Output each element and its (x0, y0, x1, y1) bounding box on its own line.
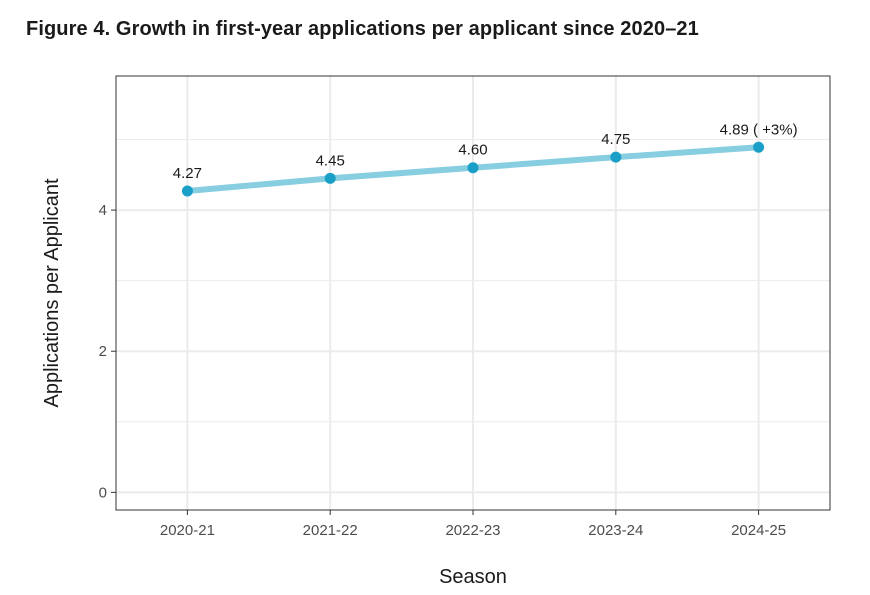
data-point (610, 151, 622, 163)
chart-title: Figure 4. Growth in first-year applicati… (26, 18, 699, 40)
x-tick-label: 2023-24 (588, 522, 643, 539)
data-point (324, 172, 336, 184)
data-point (181, 185, 193, 197)
y-tick-label: 4 (99, 202, 107, 219)
x-tick-label: 2022-23 (445, 522, 500, 539)
x-axis-title: Season (439, 566, 507, 588)
data-label: 4.45 (316, 152, 345, 169)
data-labels: 4.27 4.45 4.60 4.75 4.89 ( +3%) (173, 121, 798, 182)
major-gridlines (116, 76, 830, 510)
y-tick-label: 2 (99, 343, 107, 360)
data-points (181, 141, 765, 197)
data-label: 4.27 (173, 165, 202, 182)
x-axis: 2020-21 2021-22 2022-23 2023-24 2024-25 (160, 510, 786, 539)
data-point (753, 141, 765, 153)
data-label: 4.75 (601, 131, 630, 148)
data-label: 4.60 (458, 142, 487, 159)
y-tick-label: 0 (99, 484, 107, 501)
y-axis: 0 2 4 (99, 202, 116, 501)
x-tick-label: 2020-21 (160, 522, 215, 539)
y-axis-title: Applications per Applicant (41, 178, 63, 407)
data-point (467, 162, 479, 174)
data-label: 4.89 ( +3%) (720, 121, 798, 138)
x-tick-label: 2024-25 (731, 522, 786, 539)
x-tick-label: 2021-22 (303, 522, 358, 539)
